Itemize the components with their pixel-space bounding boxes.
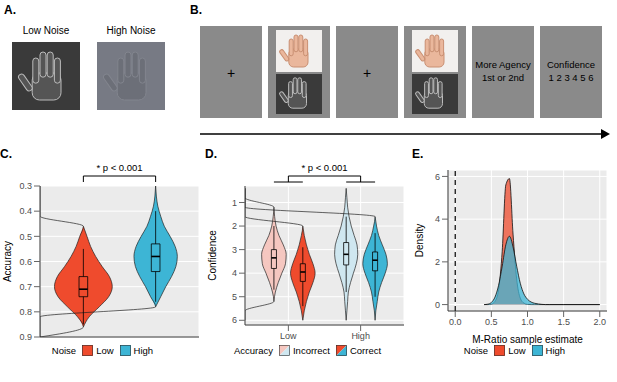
html-text:Accuracy: Accuracy xyxy=(233,345,273,356)
svg-text:Low: Low xyxy=(280,331,297,341)
html-text:Incorrect: Incorrect xyxy=(293,345,330,356)
svg-text:1.5: 1.5 xyxy=(557,317,570,327)
svg-text:4: 4 xyxy=(435,214,440,224)
svg-text:Accuracy: Accuracy xyxy=(2,241,13,282)
html-text:D.: D. xyxy=(205,147,217,161)
svg-text:High: High xyxy=(351,331,370,341)
svg-text:3: 3 xyxy=(232,245,237,255)
html-text:Low: Low xyxy=(508,345,526,356)
svg-text:0.5: 0.5 xyxy=(19,232,32,242)
html-text:E.: E. xyxy=(412,147,424,161)
svg-text:+: + xyxy=(363,65,371,81)
svg-text:0.5: 0.5 xyxy=(485,317,498,327)
svg-text:0.4: 0.4 xyxy=(19,206,32,216)
html-text:C.: C. xyxy=(0,147,12,161)
svg-text:4: 4 xyxy=(232,268,237,278)
svg-text:5: 5 xyxy=(232,292,237,302)
svg-text:0.8: 0.8 xyxy=(19,307,32,317)
html-text:Noise: Noise xyxy=(51,345,77,356)
svg-text:0.3: 0.3 xyxy=(19,181,32,191)
svg-text:1.0: 1.0 xyxy=(521,317,534,327)
svg-text:1 2 3 4 5 6: 1 2 3 4 5 6 xyxy=(549,72,594,83)
svg-text:1: 1 xyxy=(232,198,237,208)
html-text:Low: Low xyxy=(96,345,114,356)
html-text:High: High xyxy=(133,345,154,356)
svg-text:+: + xyxy=(227,65,235,81)
svg-text:0: 0 xyxy=(435,300,440,310)
html-text:High: High xyxy=(545,345,566,356)
html-text:Correct: Correct xyxy=(349,345,382,356)
svg-text:M-Ratio sample estimate: M-Ratio sample estimate xyxy=(472,334,583,345)
svg-text:Confidence: Confidence xyxy=(547,59,595,70)
svg-text:Low Noise: Low Noise xyxy=(23,25,70,36)
svg-text:0.9: 0.9 xyxy=(19,332,32,342)
svg-text:Density: Density xyxy=(414,224,425,257)
svg-text:6: 6 xyxy=(232,315,237,325)
svg-text:0.7: 0.7 xyxy=(19,282,32,292)
svg-text:0.6: 0.6 xyxy=(19,257,32,267)
svg-text:More Agency: More Agency xyxy=(475,59,531,70)
svg-text:6: 6 xyxy=(435,172,440,182)
svg-text:High Noise: High Noise xyxy=(107,25,156,36)
svg-text:B.: B. xyxy=(190,3,202,17)
svg-text:A.: A. xyxy=(4,3,16,17)
svg-text:* p < 0.001: * p < 0.001 xyxy=(96,162,142,173)
svg-text:Confidence: Confidence xyxy=(207,230,218,281)
svg-text:2: 2 xyxy=(232,221,237,231)
svg-text:* p < 0.001: * p < 0.001 xyxy=(301,162,347,173)
svg-text:2.0: 2.0 xyxy=(594,317,607,327)
svg-text:0.0: 0.0 xyxy=(449,317,462,327)
html-text:Noise: Noise xyxy=(463,345,489,356)
svg-text:2: 2 xyxy=(435,257,440,267)
svg-text:1st or 2nd: 1st or 2nd xyxy=(482,72,524,83)
